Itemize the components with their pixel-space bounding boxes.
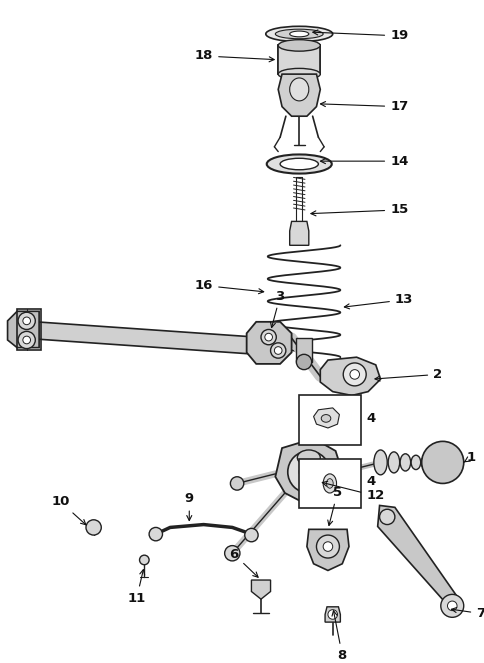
Circle shape [379, 509, 394, 524]
Ellipse shape [410, 455, 420, 469]
Text: 10: 10 [51, 495, 86, 524]
Bar [278, 46, 319, 74]
Circle shape [270, 343, 285, 358]
Text: 13: 13 [344, 293, 412, 309]
Text: 14: 14 [320, 154, 408, 168]
Circle shape [327, 610, 337, 619]
Text: 6: 6 [229, 548, 257, 577]
Text: 16: 16 [195, 279, 263, 294]
Circle shape [23, 317, 30, 325]
Polygon shape [275, 438, 342, 505]
Circle shape [349, 370, 359, 379]
Text: 2: 2 [374, 368, 441, 381]
Polygon shape [251, 580, 270, 599]
Ellipse shape [289, 78, 308, 101]
Ellipse shape [322, 474, 336, 493]
Text: 11: 11 [127, 570, 146, 605]
Circle shape [447, 601, 456, 611]
Polygon shape [289, 221, 308, 245]
Text: 7: 7 [451, 607, 484, 620]
Polygon shape [324, 607, 340, 622]
Circle shape [343, 363, 365, 386]
Ellipse shape [289, 31, 308, 37]
Circle shape [274, 347, 282, 354]
Text: 3: 3 [270, 290, 284, 328]
Polygon shape [306, 529, 348, 570]
Text: 1: 1 [463, 451, 475, 464]
Circle shape [299, 462, 318, 481]
Polygon shape [296, 338, 311, 362]
Ellipse shape [265, 27, 332, 42]
Ellipse shape [320, 414, 330, 422]
Ellipse shape [275, 29, 322, 38]
Text: 8: 8 [332, 611, 346, 662]
Polygon shape [22, 321, 270, 355]
Text: 9: 9 [184, 493, 194, 520]
Circle shape [18, 332, 35, 349]
Circle shape [18, 312, 35, 330]
Ellipse shape [326, 479, 333, 488]
Ellipse shape [373, 450, 386, 475]
Circle shape [149, 528, 162, 541]
Circle shape [86, 520, 101, 535]
Circle shape [244, 528, 257, 542]
Circle shape [287, 451, 329, 493]
Bar [299, 395, 361, 445]
Ellipse shape [278, 40, 319, 51]
Bar [299, 459, 361, 509]
Bar [17, 310, 41, 349]
Circle shape [23, 336, 30, 344]
Ellipse shape [420, 456, 429, 469]
Polygon shape [319, 357, 380, 395]
Polygon shape [377, 505, 458, 613]
Polygon shape [246, 322, 291, 364]
Circle shape [224, 546, 240, 561]
Circle shape [139, 555, 149, 565]
Text: 19: 19 [312, 29, 408, 42]
Ellipse shape [297, 450, 319, 465]
Text: 5: 5 [327, 486, 341, 526]
Text: 4: 4 [365, 412, 375, 425]
Circle shape [322, 542, 332, 552]
Ellipse shape [387, 452, 399, 473]
Circle shape [421, 442, 463, 483]
Polygon shape [313, 408, 339, 428]
Ellipse shape [399, 453, 410, 471]
Text: 4: 4 [365, 475, 375, 488]
Circle shape [264, 333, 272, 341]
Circle shape [440, 594, 463, 617]
Text: 15: 15 [310, 204, 408, 216]
Ellipse shape [266, 154, 331, 174]
Ellipse shape [278, 68, 319, 80]
Circle shape [260, 330, 276, 345]
Polygon shape [8, 312, 39, 347]
Circle shape [316, 535, 339, 558]
Ellipse shape [280, 158, 318, 170]
Text: 12: 12 [321, 481, 384, 503]
Text: 18: 18 [195, 50, 273, 62]
Text: 17: 17 [320, 100, 408, 113]
Polygon shape [278, 74, 319, 116]
Circle shape [230, 477, 243, 490]
Circle shape [296, 354, 311, 370]
